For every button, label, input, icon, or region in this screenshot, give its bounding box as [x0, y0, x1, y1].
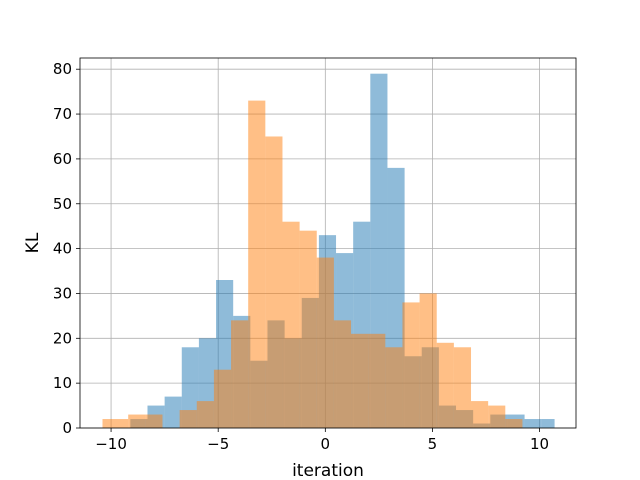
- y-tick-label: 20: [53, 329, 72, 347]
- histogram-bar-series-2: [128, 414, 146, 428]
- histogram-bar-series-1: [164, 396, 182, 428]
- histogram-bar-series-2: [488, 405, 506, 428]
- y-tick-label: 70: [53, 105, 72, 123]
- histogram-bar-series-2: [179, 410, 197, 428]
- y-tick-label: 0: [62, 419, 72, 437]
- histogram-bar-series-2: [385, 347, 403, 428]
- histogram-bar-series-2: [265, 136, 283, 428]
- histogram-bar-series-2: [368, 333, 386, 428]
- y-tick-label: 60: [53, 150, 72, 168]
- x-tick-label: −10: [95, 435, 127, 453]
- histogram-bar-series-2: [196, 401, 214, 428]
- histogram-bar-series-1: [524, 419, 542, 428]
- x-tick-label: 0: [321, 435, 331, 453]
- y-tick-label: 30: [53, 284, 72, 302]
- histogram-bar-series-2: [471, 401, 489, 428]
- bars-layer: [102, 73, 555, 429]
- y-tick-label: 80: [53, 60, 72, 78]
- x-tick-label: −5: [207, 435, 229, 453]
- ticks-layer: −10 −5 0 5 10 0 10 20 30 40 50 60 70 80: [53, 60, 549, 453]
- histogram-bar-series-2: [436, 342, 454, 428]
- x-tick-label: 10: [530, 435, 549, 453]
- histogram-bar-series-2: [333, 320, 352, 428]
- y-axis-label: KL: [23, 232, 43, 253]
- histogram-bar-series-2: [351, 333, 369, 428]
- histogram-bar-series-2: [316, 257, 334, 428]
- x-tick-label: 5: [428, 435, 438, 453]
- histogram-bar-series-2: [299, 230, 317, 428]
- histogram-bar-series-2: [402, 302, 420, 428]
- histogram-bar-series-2: [145, 414, 163, 428]
- plot-frame: [79, 57, 577, 429]
- y-tick-label: 50: [53, 195, 72, 213]
- histogram-bar-series-2: [213, 369, 232, 428]
- histogram-bar-series-1: [181, 347, 199, 428]
- histogram-bar-series-2: [282, 221, 300, 428]
- histogram-bar-series-2: [102, 419, 129, 428]
- histogram-bar-series-2: [231, 320, 249, 428]
- histogram-bar-series-2: [505, 419, 523, 428]
- histogram-bar-series-2: [419, 293, 437, 428]
- histogram-bar-series-2: [453, 347, 472, 428]
- histogram-bar-series-2: [248, 100, 266, 428]
- y-tick-label: 40: [53, 240, 72, 258]
- histogram-bar-series-1: [541, 419, 555, 428]
- y-tick-label: 10: [53, 374, 72, 392]
- x-axis-label: iteration: [292, 461, 364, 480]
